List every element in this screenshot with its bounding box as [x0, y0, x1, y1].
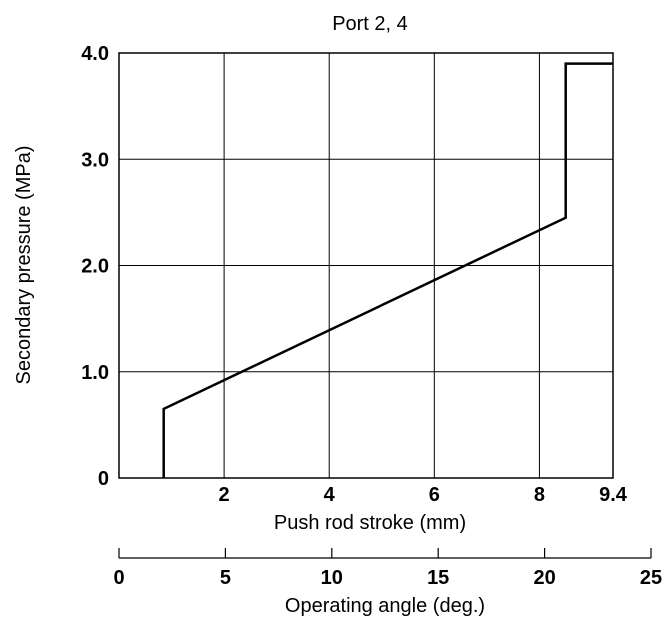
y-tick-label-2: 2.0 [81, 256, 109, 278]
y-tick-label-3: 3.0 [81, 149, 109, 171]
x-tick-label-4: 9.4 [599, 484, 628, 506]
chart-title: Port 2, 4 [332, 13, 408, 35]
x-tick-labels: 2 4 6 8 9.4 [219, 484, 628, 506]
secondary-tick-label-5: 25 [640, 567, 662, 589]
y-tick-label-4: 4.0 [81, 43, 109, 65]
secondary-tick-label-4: 20 [533, 567, 555, 589]
x-axis-title: Push rod stroke (mm) [274, 512, 466, 534]
y-tick-label-0: 0 [98, 468, 109, 490]
series-group [162, 62, 613, 478]
x-tick-label-3: 8 [534, 484, 545, 506]
x-tick-label-2: 6 [429, 484, 440, 506]
secondary-tick-label-0: 0 [113, 567, 124, 589]
secondary-x-axis: 0 5 10 15 20 25 [113, 548, 662, 589]
series-line-0 [162, 62, 613, 478]
y-tick-labels: 0 1.0 2.0 3.0 4.0 [81, 43, 109, 490]
secondary-tick-label-1: 5 [220, 567, 231, 589]
secondary-tick-label-2: 10 [321, 567, 343, 589]
grid [119, 53, 613, 478]
x-tick-label-0: 2 [219, 484, 230, 506]
y-tick-label-1: 1.0 [81, 362, 109, 384]
y-axis-title: Secondary pressure (MPa) [13, 146, 35, 385]
x-tick-label-1: 4 [324, 484, 336, 506]
secondary-x-axis-title: Operating angle (deg.) [285, 595, 485, 617]
secondary-tick-label-3: 15 [427, 567, 449, 589]
plot-area [118, 52, 614, 479]
